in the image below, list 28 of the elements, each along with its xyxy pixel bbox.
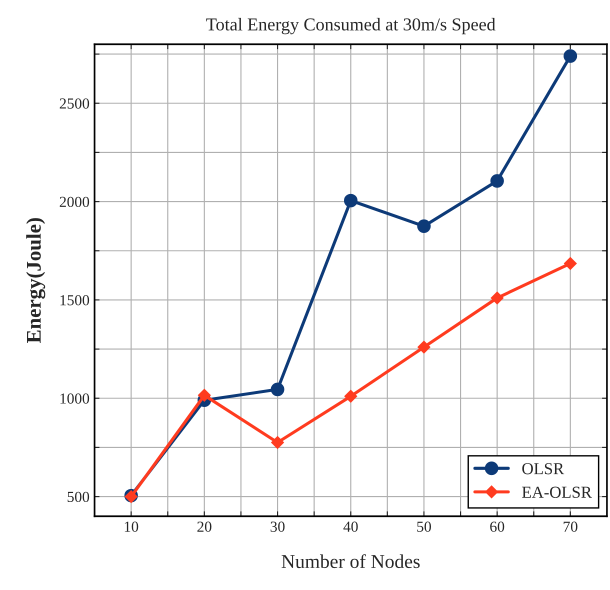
x-tick-label: 30 (270, 522, 285, 532)
point (344, 390, 358, 403)
x-tick-label: 40 (343, 522, 358, 532)
point (418, 340, 430, 354)
x-tick-label: 50 (417, 522, 432, 532)
y-tick-label: 2000 (60, 196, 90, 208)
point (344, 194, 358, 208)
x-tick-label: 10 (124, 522, 138, 532)
y-tick-label: 1000 (60, 393, 90, 404)
y-tick-label: 1500 (60, 295, 90, 306)
point (270, 382, 284, 396)
y-tick-label: 2500 (60, 98, 90, 109)
x-tick-label: 20 (197, 522, 212, 532)
point (271, 436, 284, 449)
point (490, 292, 504, 304)
x-tick-label: 70 (564, 522, 578, 532)
legend-label: OLSR (522, 463, 564, 474)
point (564, 257, 577, 270)
point (490, 174, 504, 188)
legend-label: EA-OLSR (522, 486, 592, 498)
y-tick-label: 500 (68, 492, 90, 502)
x-axis-title: Number of Nodes (282, 554, 420, 568)
point (417, 219, 431, 233)
y-axis-title: Energy(Joule) (26, 218, 46, 343)
x-tick-label: 60 (490, 522, 504, 532)
chart-title: Total Energy Consumed at 30m/s Speed (206, 18, 496, 34)
point (198, 388, 211, 402)
point (564, 49, 578, 63)
